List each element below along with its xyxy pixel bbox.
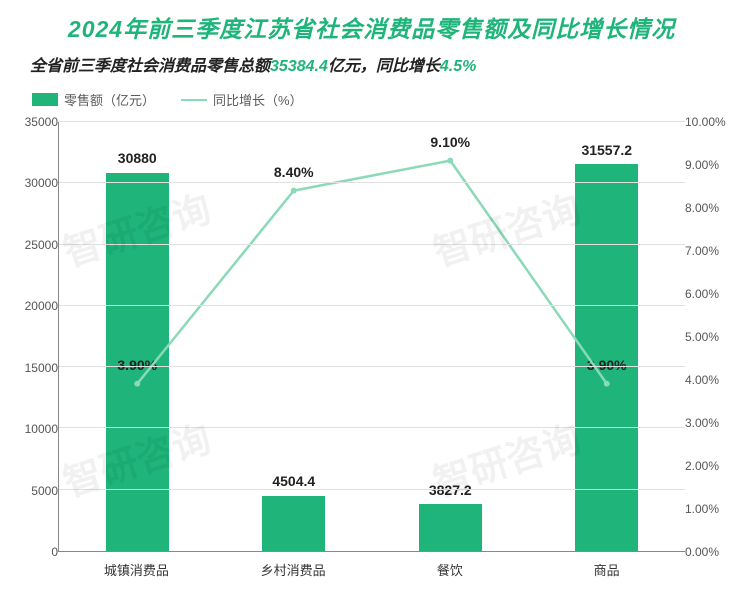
y-left-tick: 15000 bbox=[0, 361, 58, 375]
subtitle-value: 35384.4 bbox=[270, 58, 328, 75]
legend-bar: 零售额（亿元） bbox=[32, 90, 155, 109]
subtitle-prefix: 全省前三季度社会消费品零售总额 bbox=[30, 58, 270, 75]
y-left-tick: 0 bbox=[0, 545, 58, 559]
y-left-tick: 10000 bbox=[0, 422, 58, 436]
y-right-tick: 3.00% bbox=[685, 416, 743, 430]
grid-line bbox=[59, 366, 685, 367]
chart-subtitle: 全省前三季度社会消费品零售总额35384.4亿元，同比增长4.5% bbox=[0, 50, 743, 78]
y-right-tick: 6.00% bbox=[685, 287, 743, 301]
grid-line bbox=[59, 244, 685, 245]
chart-area: 05000100001500020000250003000035000 0.00… bbox=[0, 122, 743, 580]
y-right-tick: 9.00% bbox=[685, 158, 743, 172]
y-left-tick: 35000 bbox=[0, 115, 58, 129]
y-right-tick: 7.00% bbox=[685, 244, 743, 258]
x-axis-labels: 城镇消费品 乡村消费品 餐饮 商品 bbox=[58, 556, 685, 580]
line-marker bbox=[604, 381, 610, 387]
y-right-tick: 0.00% bbox=[685, 545, 743, 559]
bar-swatch-icon bbox=[32, 93, 58, 106]
line-marker bbox=[447, 158, 453, 164]
subtitle-growth: 4.5% bbox=[440, 58, 476, 75]
line-marker bbox=[134, 381, 140, 387]
y-left-tick: 20000 bbox=[0, 299, 58, 313]
y-right-tick: 1.00% bbox=[685, 502, 743, 516]
legend-line: 同比增长（%） bbox=[181, 90, 303, 109]
y-right-tick: 5.00% bbox=[685, 330, 743, 344]
x-axis-label: 城镇消费品 bbox=[104, 560, 169, 579]
line-marker bbox=[291, 188, 297, 194]
grid-line bbox=[59, 427, 685, 428]
grid-line bbox=[59, 305, 685, 306]
grid-line bbox=[59, 182, 685, 183]
legend-bar-label: 零售额（亿元） bbox=[64, 90, 155, 109]
grid-line bbox=[59, 121, 685, 122]
legend-line-label: 同比增长（%） bbox=[213, 90, 303, 109]
grid-line bbox=[59, 489, 685, 490]
y-right-tick: 2.00% bbox=[685, 459, 743, 473]
x-axis-label: 乡村消费品 bbox=[261, 560, 326, 579]
line-swatch-icon bbox=[181, 99, 207, 101]
legend: 零售额（亿元） 同比增长（%） bbox=[0, 78, 743, 115]
y-right-tick: 8.00% bbox=[685, 201, 743, 215]
y-left-tick: 30000 bbox=[0, 176, 58, 190]
y-axis-right: 0.00%1.00%2.00%3.00%4.00%5.00%6.00%7.00%… bbox=[685, 122, 743, 552]
subtitle-unit: 亿元，同比增长 bbox=[328, 58, 440, 75]
y-right-tick: 10.00% bbox=[685, 115, 743, 129]
x-axis-label: 餐饮 bbox=[437, 560, 463, 579]
growth-line bbox=[137, 161, 606, 384]
y-left-tick: 5000 bbox=[0, 484, 58, 498]
y-left-tick: 25000 bbox=[0, 238, 58, 252]
x-axis-label: 商品 bbox=[594, 560, 620, 579]
y-axis-left: 05000100001500020000250003000035000 bbox=[0, 122, 58, 552]
plot-area: 308804504.43827.231557.23.90%8.40%9.10%3… bbox=[58, 122, 685, 552]
line-layer bbox=[59, 122, 685, 551]
y-right-tick: 4.00% bbox=[685, 373, 743, 387]
chart-title: 2024年前三季度江苏省社会消费品零售额及同比增长情况 bbox=[0, 0, 743, 50]
